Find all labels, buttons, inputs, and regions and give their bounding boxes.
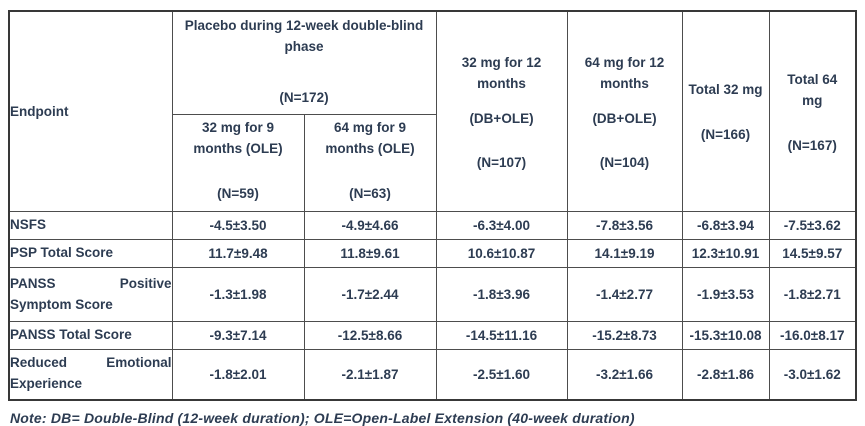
table-row: Reduced Emotional Experience -1.8±2.01 -… bbox=[8, 349, 857, 400]
header-total-64mg-title: Total 64 mg bbox=[787, 71, 838, 108]
value-cell: -7.5±3.62 bbox=[768, 211, 857, 240]
value-cell: -1.4±2.77 bbox=[566, 267, 683, 322]
value-cell: -2.1±1.87 bbox=[303, 349, 437, 400]
value-cell: -7.8±3.56 bbox=[566, 211, 683, 240]
value-cell: -4.5±3.50 bbox=[171, 211, 305, 240]
value-cell: -1.3±1.98 bbox=[171, 267, 305, 322]
value-cell: -6.8±3.94 bbox=[681, 211, 770, 240]
row-label: PANSS Total Score bbox=[8, 321, 173, 350]
value-cell: 10.6±10.87 bbox=[435, 239, 568, 268]
table-row: PANSS Total Score -9.3±7.14 -12.5±8.66 -… bbox=[8, 321, 857, 350]
value-cell: -15.3±10.08 bbox=[681, 321, 770, 350]
value-cell: -4.9±4.66 bbox=[303, 211, 437, 240]
value-cell: 14.5±9.57 bbox=[768, 239, 857, 268]
value-cell: -15.2±8.73 bbox=[566, 321, 683, 350]
header-64mg-12months: 64 mg for 12 months (DB+OLE) (N=104) bbox=[566, 10, 683, 212]
endpoint-results-table: Endpoint Placebo during 12-week double-b… bbox=[8, 10, 857, 401]
header-endpoint: Endpoint bbox=[8, 10, 173, 212]
header-placebo-n: (N=172) bbox=[279, 90, 329, 105]
value-cell: -16.0±8.17 bbox=[768, 321, 857, 350]
header-32mg-9months-title: 32 mg for 9 months (OLE) bbox=[193, 120, 283, 156]
header-32mg-9months-ole: 32 mg for 9 months (OLE) (N=59) bbox=[171, 114, 305, 212]
header-32mg-12months-n: (N=107) bbox=[476, 154, 527, 170]
value-cell: -2.8±1.86 bbox=[681, 349, 770, 400]
header-total-64mg: Total 64 mg (N=167) bbox=[768, 10, 857, 212]
header-32mg-12months: 32 mg for 12 months (DB+OLE) (N=107) bbox=[435, 10, 568, 212]
table-row: NSFS -4.5±3.50 -4.9±4.66 -6.3±4.00 -7.8±… bbox=[8, 211, 857, 240]
header-total-32mg-n: (N=166) bbox=[700, 127, 751, 142]
value-cell: -9.3±7.14 bbox=[171, 321, 305, 350]
footnote: Note: DB= Double-Blind (12-week duration… bbox=[10, 409, 635, 426]
value-cell: 11.8±9.61 bbox=[303, 239, 437, 268]
value-cell: -1.8±2.01 bbox=[171, 349, 305, 400]
value-cell: -1.8±3.96 bbox=[435, 267, 568, 322]
header-64mg-12months-phase: (DB+OLE) bbox=[592, 110, 657, 126]
value-cell: -1.7±2.44 bbox=[303, 267, 437, 322]
value-cell: -1.8±2.71 bbox=[768, 267, 857, 322]
row-label: NSFS bbox=[8, 211, 173, 240]
table-row: PSP Total Score 11.7±9.48 11.8±9.61 10.6… bbox=[8, 239, 857, 268]
header-placebo-group: Placebo during 12-week double-blind phas… bbox=[171, 10, 437, 115]
value-cell: -3.0±1.62 bbox=[768, 349, 857, 400]
header-64mg-9months-ole: 64 mg for 9 months (OLE) (N=63) bbox=[303, 114, 437, 212]
value-cell: -12.5±8.66 bbox=[303, 321, 437, 350]
row-label: PSP Total Score bbox=[8, 239, 173, 268]
row-label: PANSS Positive Symptom Score bbox=[8, 267, 173, 322]
header-64mg-9months-title: 64 mg for 9 months (OLE) bbox=[325, 120, 415, 156]
value-cell: -14.5±11.16 bbox=[435, 321, 568, 350]
value-cell: 11.7±9.48 bbox=[171, 239, 305, 268]
header-placebo-title: Placebo during 12-week double-blind phas… bbox=[184, 18, 424, 54]
row-label: Reduced Emotional Experience bbox=[8, 349, 173, 400]
header-64mg-12months-title: 64 mg for 12 months bbox=[584, 54, 665, 91]
value-cell: -1.9±3.53 bbox=[681, 267, 770, 322]
value-cell: -6.3±4.00 bbox=[435, 211, 568, 240]
table-row: PANSS Positive Symptom Score -1.3±1.98 -… bbox=[8, 267, 857, 322]
header-32mg-12months-title: 32 mg for 12 months bbox=[461, 54, 542, 91]
header-total-32mg-title: Total 32 mg bbox=[688, 82, 763, 97]
value-cell: -2.5±1.60 bbox=[435, 349, 568, 400]
header-32mg-12months-phase: (DB+OLE) bbox=[469, 110, 534, 126]
value-cell: -3.2±1.66 bbox=[566, 349, 683, 400]
header-64mg-9months-n: (N=63) bbox=[349, 186, 391, 201]
header-total-64mg-n: (N=167) bbox=[787, 137, 837, 153]
header-32mg-9months-n: (N=59) bbox=[217, 186, 259, 201]
value-cell: 14.1±9.19 bbox=[566, 239, 683, 268]
header-total-32mg: Total 32 mg (N=166) bbox=[681, 10, 770, 212]
value-cell: 12.3±10.91 bbox=[681, 239, 770, 268]
header-64mg-12months-n: (N=104) bbox=[599, 154, 650, 170]
